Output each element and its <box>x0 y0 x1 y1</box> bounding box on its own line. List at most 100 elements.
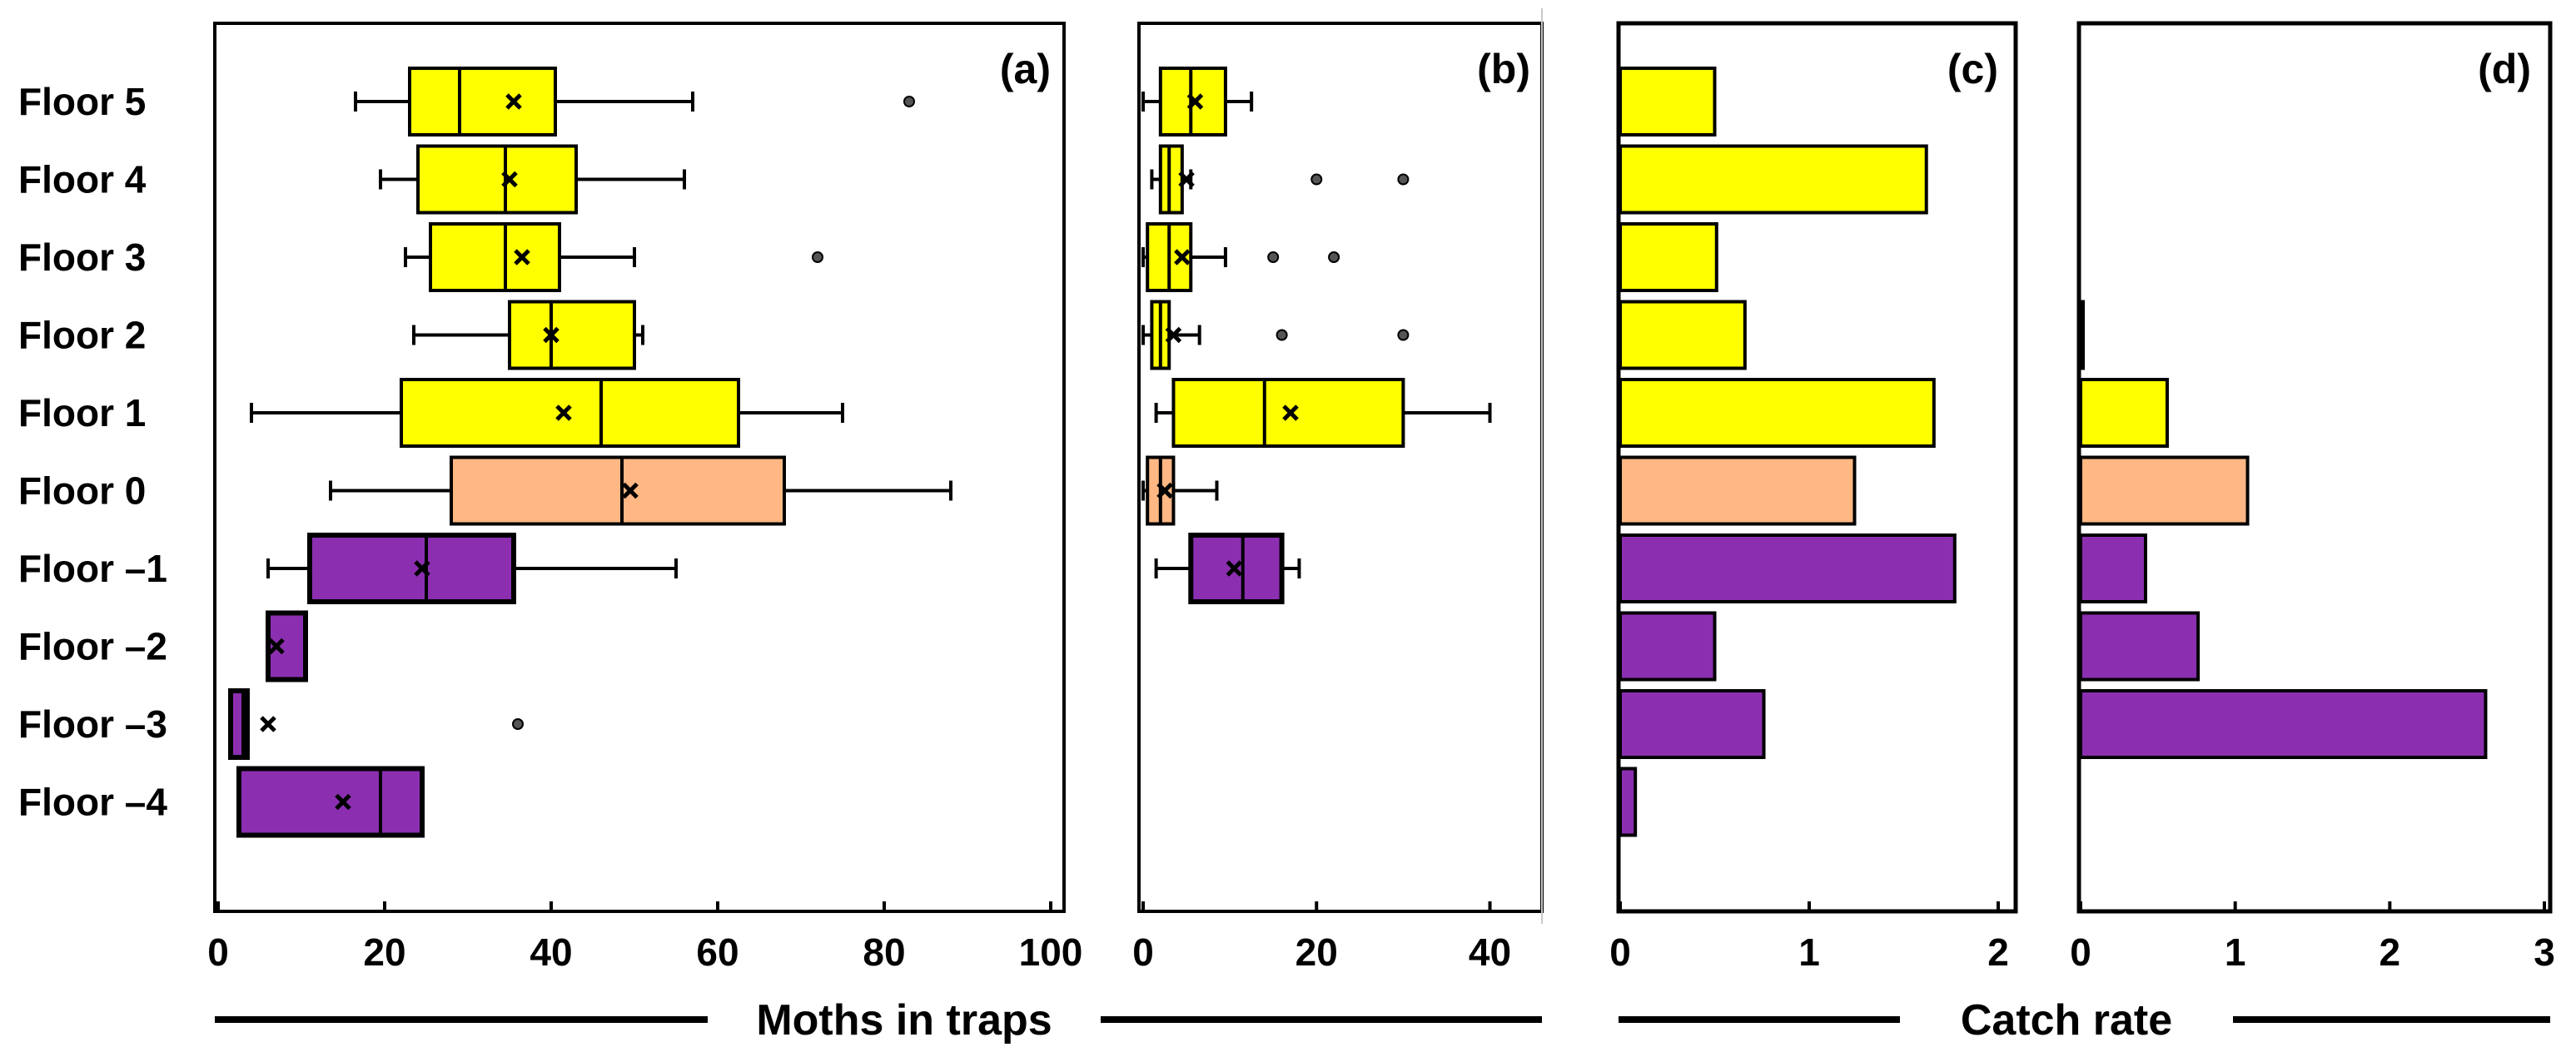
iqr-box <box>236 766 425 838</box>
bar-floor-1 <box>2079 378 2169 448</box>
bar-floor-4 <box>1619 144 1928 215</box>
iqr-box <box>307 533 516 604</box>
mean-marker <box>543 326 559 344</box>
panel-b-tick-label: 40 <box>1469 930 1511 974</box>
mean-marker <box>268 638 285 655</box>
panel-b-tick-label: 0 <box>1132 930 1154 974</box>
panel-d-frame <box>2076 21 2553 914</box>
bar-floor-2 <box>1619 300 1747 370</box>
mean-marker <box>1156 482 1173 499</box>
moths-xlabel: Moths in traps <box>756 996 1052 1045</box>
bar-floor-5 <box>1619 67 1717 136</box>
mean-marker <box>505 93 522 110</box>
bar-floor-m3 <box>2079 689 2488 759</box>
outlier-point <box>512 718 524 730</box>
box-floor-5 <box>354 67 915 136</box>
panel-c-tick-label: 0 <box>1609 930 1631 974</box>
box-floor-m2 <box>266 610 308 682</box>
box-floor-3 <box>1141 222 1340 292</box>
bar-floor-3 <box>1619 222 1718 292</box>
mean-marker <box>335 793 351 811</box>
y-axis-labels: Floor 5 Floor 4 Floor 3 Floor 2 Floor 1 Floor… <box>18 80 167 824</box>
y-label-floor-4: Floor 4 <box>18 158 147 201</box>
bar-floor-1 <box>1619 378 1936 448</box>
box-floor-3 <box>404 222 823 292</box>
panel-a-boxplot: 0 20 40 60 80 100 <box>207 67 1083 974</box>
panel-c-tick-label: 2 <box>1987 930 2009 974</box>
panel-d-tick-label: 3 <box>2534 930 2555 974</box>
box-floor-2 <box>1141 300 1410 370</box>
y-label-floor-m3: Floor –3 <box>18 702 167 746</box>
panel-a-tick-label: 40 <box>530 930 572 974</box>
outlier-point <box>903 96 915 107</box>
iqr-box <box>416 144 578 215</box>
panel-a-tick-label: 20 <box>363 930 405 974</box>
iqr-box <box>408 67 557 136</box>
box-floor-m1 <box>266 533 678 604</box>
bar-floor-0 <box>2079 455 2250 526</box>
iqr-box <box>429 222 561 292</box>
bar-floor-2 <box>2079 300 2085 370</box>
mean-marker <box>1174 249 1191 265</box>
panel-d-tick-label: 2 <box>2380 930 2401 974</box>
panel-a-frame <box>213 22 1066 913</box>
mean-marker <box>260 716 276 732</box>
mean-marker <box>414 560 430 577</box>
bar-floor-0 <box>1619 455 1857 526</box>
box-floor-1 <box>1154 378 1492 448</box>
box-floor-5 <box>1141 67 1254 136</box>
mean-marker <box>1186 93 1204 110</box>
panel-c-barchart: 0 1 2 <box>1609 67 2009 974</box>
bar-floor-m2 <box>2079 611 2201 682</box>
outlier-point <box>1397 173 1410 186</box>
panel-c-tick-label: 1 <box>1798 930 1820 974</box>
mean-marker <box>622 482 639 499</box>
box-floor-m4 <box>236 766 425 838</box>
bar-floor-m1 <box>1619 533 1957 603</box>
outlier-point <box>1397 329 1410 341</box>
iqr-box <box>1158 144 1184 215</box>
catch-xlabel: Catch rate <box>1961 996 2172 1045</box>
y-label-floor-0: Floor 0 <box>18 469 146 513</box>
outlier-point <box>812 251 823 263</box>
outlier-point <box>1267 251 1280 263</box>
mean-marker <box>1282 404 1299 421</box>
panel-a-tick-label: 60 <box>696 930 738 974</box>
box-floor-4 <box>1150 144 1410 215</box>
bar-floor-m3 <box>1619 689 1766 759</box>
panel-b-boxplot: 0 20 40 <box>1132 67 1511 974</box>
bar-floor-m2 <box>1619 611 1717 682</box>
y-label-floor-1: Floor 1 <box>18 391 146 434</box>
box-floor-1 <box>250 378 844 448</box>
outlier-point <box>1310 173 1323 186</box>
panel-c-label: (c) <box>1947 46 1998 92</box>
mean-marker <box>1178 171 1195 188</box>
panel-d-tick-label: 0 <box>2070 930 2091 974</box>
panel-d-tick-label: 1 <box>2225 930 2246 974</box>
panel-a-tick-label: 80 <box>863 930 905 974</box>
panel-b-frame <box>1137 22 1544 913</box>
iqr-box <box>450 455 786 526</box>
panel-b-tick-label: 20 <box>1295 930 1338 974</box>
iqr-box <box>400 378 740 448</box>
box-floor-m3 <box>228 688 524 760</box>
box-floor-2 <box>412 300 644 370</box>
y-label-floor-m2: Floor –2 <box>18 625 167 668</box>
iqr-box <box>508 300 636 370</box>
mean-marker <box>1165 326 1182 344</box>
y-label-floor-2: Floor 2 <box>18 314 146 357</box>
y-label-floor-5: Floor 5 <box>18 80 146 123</box>
y-label-floor-3: Floor 3 <box>18 236 146 279</box>
box-floor-m1 <box>1154 533 1301 604</box>
box-floor-0 <box>329 455 952 526</box>
box-floor-4 <box>379 144 686 215</box>
y-label-floor-m1: Floor –1 <box>18 547 167 590</box>
panel-a-tick-label: 100 <box>1019 930 1083 974</box>
mean-marker <box>555 404 572 421</box>
panel-d-barchart: 0 1 2 3 <box>2070 300 2555 974</box>
outlier-point <box>1328 251 1340 263</box>
bar-floor-m1 <box>2079 533 2147 603</box>
panel-a-tick-label: 0 <box>207 930 229 974</box>
panel-b-label: (b) <box>1477 46 1530 92</box>
